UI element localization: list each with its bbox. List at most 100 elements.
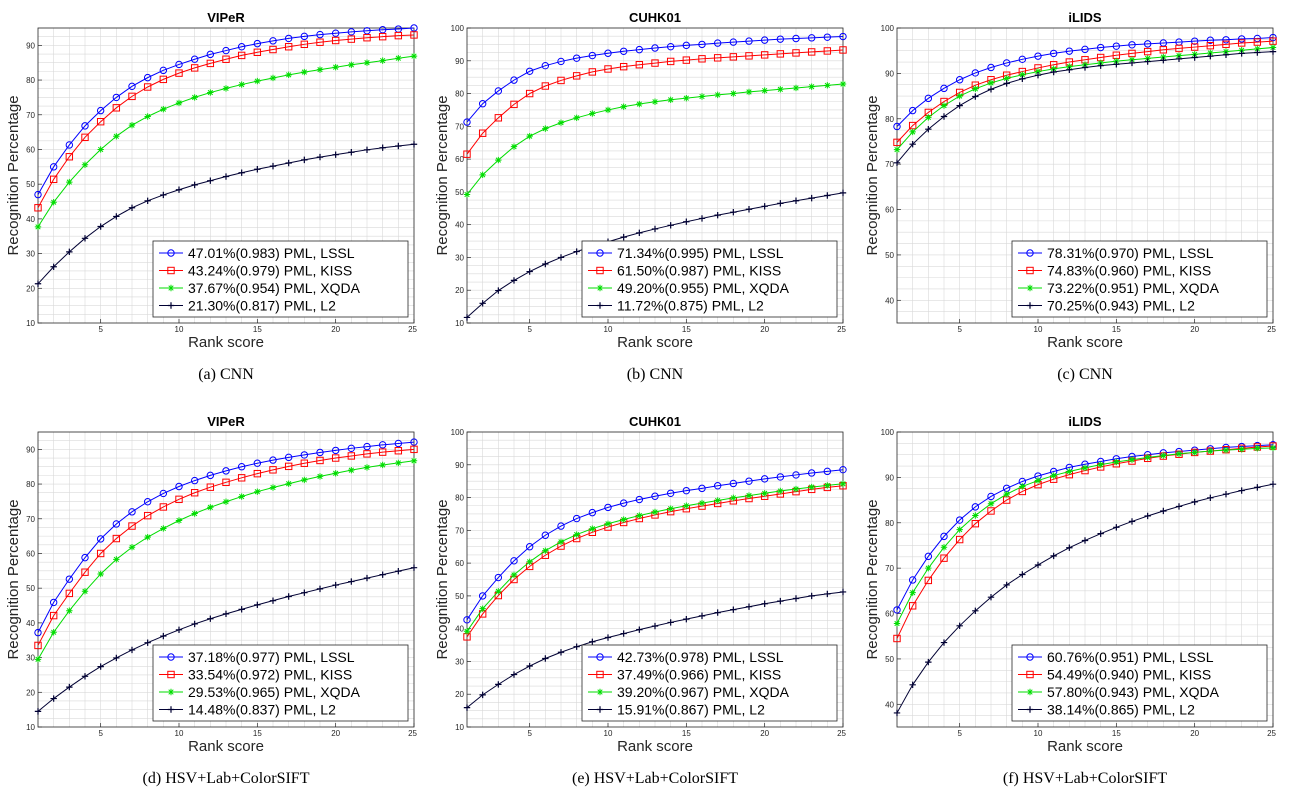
data-point — [66, 248, 73, 256]
data-point — [238, 81, 245, 88]
data-point — [588, 51, 597, 60]
chart-panel-4: 5 10 15 20 25 10 20 30 40 50 60 70 80 90 100 CUHK01 Rank… — [434, 414, 847, 787]
data-point — [128, 204, 136, 211]
legend-marker — [167, 688, 175, 696]
legend-marker — [167, 670, 175, 679]
y-tick-label: 80 — [885, 115, 894, 124]
x-tick-label: 15 — [253, 729, 262, 738]
data-point — [363, 59, 371, 66]
legend-marker — [596, 302, 604, 309]
data-point — [113, 654, 120, 662]
legend-marker — [1026, 670, 1034, 679]
legend-marker — [167, 706, 175, 713]
data-point — [81, 235, 89, 242]
series-line — [466, 49, 844, 155]
data-point — [1081, 45, 1089, 54]
data-point — [1050, 552, 1057, 560]
x-tick-label: 20 — [1190, 729, 1199, 738]
data-point — [1128, 456, 1136, 463]
data-point — [379, 461, 386, 469]
data-point — [683, 502, 690, 509]
y-tick-label: 80 — [885, 519, 894, 528]
data-point — [620, 630, 627, 637]
data-point — [604, 106, 612, 114]
data-point — [839, 32, 847, 41]
data-point — [331, 36, 340, 45]
data-point — [541, 531, 550, 539]
data-point — [924, 94, 933, 103]
data-point — [395, 567, 402, 575]
legend-entry: 37.67%(0.954) PML, XQDA — [188, 280, 361, 296]
data-point — [97, 223, 104, 230]
data-point — [128, 646, 136, 654]
data-point — [698, 40, 706, 49]
data-point — [1143, 40, 1152, 48]
data-point — [714, 211, 721, 219]
axes-box — [37, 27, 415, 324]
data-point — [1019, 75, 1026, 83]
legend: 37.18%(0.977) PML, LSSL 33.54%(0.972) PML… — [152, 644, 409, 722]
data-point — [410, 445, 418, 454]
data-point — [81, 553, 89, 562]
legend-marker — [167, 266, 175, 275]
data-point — [479, 300, 486, 307]
series-3 — [893, 480, 1277, 717]
legend-marker — [1026, 284, 1034, 292]
data-point — [191, 181, 198, 189]
data-point — [714, 497, 721, 504]
data-point — [269, 456, 277, 464]
data-point — [316, 38, 324, 46]
legend-entry: 60.76%(0.951) PML, LSSL — [1047, 649, 1214, 665]
panel-caption: (c) CNN — [1057, 366, 1113, 383]
legend-marker — [167, 653, 175, 661]
data-point — [50, 199, 57, 206]
chart-panel-3: 5 10 15 20 25 10 20 30 40 50 60 70 80 90 VIPeR Rank sco… — [5, 414, 418, 787]
data-point — [636, 229, 643, 237]
series-2 — [893, 444, 1277, 627]
data-point — [839, 189, 847, 197]
data-point — [542, 547, 549, 554]
data-point — [65, 141, 74, 149]
data-point — [191, 94, 198, 101]
data-point — [908, 602, 917, 610]
data-point — [1097, 530, 1104, 537]
data-point — [745, 477, 753, 485]
data-point — [1254, 45, 1261, 53]
y-tick-label: 30 — [26, 654, 35, 663]
data-point — [1128, 518, 1136, 525]
axes-box — [896, 27, 1274, 324]
data-point — [808, 194, 815, 202]
data-point — [1269, 44, 1277, 51]
x-tick-label: 25 — [408, 325, 417, 334]
y-tick-label: 100 — [881, 24, 895, 33]
y-tick-label: 30 — [455, 657, 464, 666]
data-point — [332, 581, 339, 589]
data-point — [34, 628, 42, 637]
data-point — [379, 144, 386, 151]
data-point — [1097, 461, 1104, 468]
series-0 — [34, 24, 418, 199]
legend-marker — [596, 706, 604, 713]
data-point — [683, 218, 690, 225]
data-point — [237, 474, 246, 482]
data-point — [909, 128, 916, 136]
data-point — [128, 522, 136, 530]
data-point — [987, 507, 995, 515]
data-point — [190, 55, 199, 63]
legend-entry: 71.34%(0.995) PML, LSSL — [617, 245, 784, 261]
data-point — [729, 53, 738, 61]
data-point — [159, 489, 168, 498]
data-point — [760, 36, 769, 44]
data-point — [557, 254, 565, 261]
data-point — [635, 495, 644, 504]
data-point — [1081, 464, 1089, 472]
data-point — [1019, 71, 1026, 78]
legend-entry: 14.48%(0.837) PML, L2 — [188, 702, 336, 718]
data-point — [542, 655, 549, 662]
data-point — [777, 200, 784, 207]
data-point — [510, 571, 518, 579]
data-point — [1254, 484, 1261, 491]
panel-caption: (e) HSV+Lab+ColorSIFT — [572, 770, 738, 787]
data-point — [284, 462, 293, 471]
data-point — [363, 464, 371, 471]
